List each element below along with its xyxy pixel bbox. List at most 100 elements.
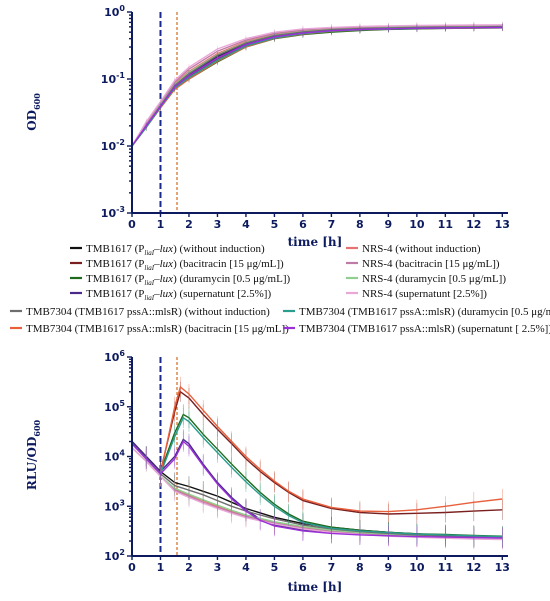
od-series-line-10 bbox=[131, 26, 503, 147]
od-series-line-9 bbox=[131, 27, 503, 147]
rlu-x-tick-label: 5 bbox=[271, 561, 279, 574]
legend-label: TMB7304 (TMB1617 pssA::mlsR) (supernatun… bbox=[299, 323, 550, 335]
od-series-10 bbox=[131, 24, 503, 150]
rlu-series-line-10 bbox=[131, 416, 503, 538]
legend-label: NRS-4 (without induction) bbox=[362, 243, 481, 255]
rlu-x-tick-label: 1 bbox=[157, 561, 165, 574]
od-series-9 bbox=[131, 24, 503, 150]
legend-label: TMB7304 (TMB1617 pssA::mlsR) (without in… bbox=[26, 306, 270, 318]
rlu-x-tick-label: 10 bbox=[409, 561, 425, 574]
legend-item-0: TMB1617 (PliaI–lux) (without induction) bbox=[70, 243, 265, 257]
rlu-x-tick-label: 4 bbox=[242, 561, 250, 574]
legend-item-5: NRS-4 (bacitracin [15 μg/mL]) bbox=[346, 258, 500, 270]
od-x-tick-label: 12 bbox=[466, 218, 481, 231]
rlu-y-tick-label: 106 bbox=[104, 349, 125, 364]
od-series-3 bbox=[131, 23, 503, 150]
od-series-0 bbox=[131, 23, 503, 150]
od-x-tick-label: 11 bbox=[438, 218, 453, 231]
rlu-chart: RLU/OD600 time [h] 0 1 2 3 4 5 6 7 8 9 10 11 12 13102… bbox=[25, 349, 510, 594]
legend-item-8: TMB7304 (TMB1617 pssA::mlsR) (without in… bbox=[10, 306, 270, 318]
od-x-tick-label: 0 bbox=[128, 218, 136, 231]
od-x-tick-label: 8 bbox=[356, 218, 364, 231]
legend-label: TMB1617 (PliaI–lux) (without induction) bbox=[86, 243, 265, 257]
od-x-axis-title: time [h] bbox=[288, 235, 343, 249]
rlu-x-tick-label: 7 bbox=[328, 561, 336, 574]
rlu-series-10 bbox=[131, 407, 503, 547]
legend-label: TMB1617 (PliaI–lux) (bacitracin [15 μg/m… bbox=[86, 258, 284, 272]
rlu-y-tick-label: 105 bbox=[104, 399, 125, 414]
legend-item-7: NRS-4 (supernatunt [2.5%]) bbox=[346, 288, 487, 300]
rlu-series-9 bbox=[131, 376, 503, 522]
rlu-x-tick-label: 2 bbox=[185, 561, 193, 574]
od-series-7 bbox=[131, 21, 503, 150]
rlu-x-tick-label: 3 bbox=[214, 561, 222, 574]
od-x-tick-label: 7 bbox=[328, 218, 336, 231]
od-series-8 bbox=[131, 23, 503, 150]
od-series-6 bbox=[131, 23, 503, 150]
od-y-axis-title: OD600 bbox=[25, 93, 42, 131]
rlu-x-tick-label: 12 bbox=[466, 561, 481, 574]
legend-item-4: NRS-4 (without induction) bbox=[346, 243, 481, 255]
rlu-y-tick-label: 103 bbox=[104, 498, 125, 513]
od-series-line-3 bbox=[131, 26, 503, 147]
legend-label: NRS-4 (bacitracin [15 μg/mL]) bbox=[362, 258, 500, 270]
rlu-x-tick-label: 0 bbox=[128, 561, 136, 574]
od-series-5 bbox=[131, 21, 503, 150]
od-y-tick-label: 10-2 bbox=[101, 138, 125, 153]
od-series-line-7 bbox=[131, 24, 503, 147]
rlu-series-line-3 bbox=[131, 438, 503, 539]
rlu-series-line-9 bbox=[131, 385, 503, 513]
legend-label: TMB1617 (PliaI–lux) (supernatunt [2.5%]) bbox=[86, 288, 271, 302]
rlu-y-tick-label: 104 bbox=[104, 449, 125, 464]
od-series-line-11 bbox=[131, 26, 503, 147]
rlu-series-line-2 bbox=[131, 413, 503, 537]
rlu-x-tick-label: 6 bbox=[299, 561, 307, 574]
od-series-2 bbox=[131, 24, 503, 150]
rlu-y-tick-label: 102 bbox=[104, 548, 125, 563]
od-growth-chart: OD600 time [h] 0 1 2 3 4 5 6 7 8 9 10 11 12 1310-310-… bbox=[25, 4, 510, 249]
legend-item-11: TMB7304 (TMB1617 pssA::mlsR) (supernatun… bbox=[283, 323, 550, 335]
od-x-tick-label: 4 bbox=[242, 218, 250, 231]
rlu-series-line-11 bbox=[131, 440, 503, 539]
od-series-4 bbox=[131, 22, 503, 150]
legend-label: NRS-4 (duramycin [0.5 μg/mL]) bbox=[362, 273, 506, 285]
legend-item-10: TMB7304 (TMB1617 pssA::mlsR) (bacitracin… bbox=[10, 323, 289, 335]
od-series-line-0 bbox=[131, 26, 503, 147]
legend-item-6: NRS-4 (duramycin [0.5 μg/mL]) bbox=[346, 273, 506, 285]
od-series-line-2 bbox=[131, 27, 503, 147]
legend-item-1: TMB1617 (PliaI–lux) (bacitracin [15 μg/m… bbox=[70, 258, 284, 272]
rlu-x-tick-label: 11 bbox=[438, 561, 453, 574]
od-y-tick-label: 10-1 bbox=[101, 71, 126, 86]
legend-label: TMB7304 (TMB1617 pssA::mlsR) (duramycin … bbox=[299, 306, 550, 318]
od-series-11 bbox=[131, 24, 503, 150]
rlu-x-tick-label: 13 bbox=[495, 561, 510, 574]
rlu-x-tick-label: 9 bbox=[385, 561, 393, 574]
od-series-line-4 bbox=[131, 25, 503, 147]
od-x-tick-label: 5 bbox=[271, 218, 279, 231]
legend-label: TMB7304 (TMB1617 pssA::mlsR) (bacitracin… bbox=[26, 323, 289, 335]
rlu-series-11 bbox=[131, 431, 503, 549]
od-x-tick-label: 2 bbox=[185, 218, 193, 231]
rlu-x-axis-title: time [h] bbox=[288, 580, 343, 594]
od-series-line-1 bbox=[131, 26, 503, 147]
legend-item-9: TMB7304 (TMB1617 pssA::mlsR) (duramycin … bbox=[283, 306, 550, 318]
od-x-tick-label: 1 bbox=[157, 218, 165, 231]
od-series-line-6 bbox=[131, 25, 503, 147]
rlu-x-tick-label: 8 bbox=[356, 561, 364, 574]
legend-label: TMB1617 (PliaI–lux) (duramycin [0.5 μg/m… bbox=[86, 273, 290, 287]
od-series-line-8 bbox=[131, 25, 503, 147]
legend-label: NRS-4 (supernatunt [2.5%]) bbox=[362, 288, 487, 300]
legend-item-3: TMB1617 (PliaI–lux) (supernatunt [2.5%]) bbox=[70, 288, 271, 302]
od-y-tick-label: 100 bbox=[104, 4, 125, 19]
od-series-1 bbox=[131, 24, 503, 150]
od-series-line-5 bbox=[131, 24, 503, 147]
od-x-tick-label: 9 bbox=[385, 218, 393, 231]
od-x-tick-label: 10 bbox=[409, 218, 425, 231]
od-y-tick-label: 10-3 bbox=[101, 205, 125, 220]
legend-item-2: TMB1617 (PliaI–lux) (duramycin [0.5 μg/m… bbox=[70, 273, 290, 287]
rlu-y-axis-title: RLU/OD600 bbox=[25, 419, 42, 490]
legend: TMB1617 (PliaI–lux) (without induction)T… bbox=[10, 243, 550, 335]
od-x-tick-label: 3 bbox=[214, 218, 222, 231]
od-x-tick-label: 6 bbox=[299, 218, 307, 231]
